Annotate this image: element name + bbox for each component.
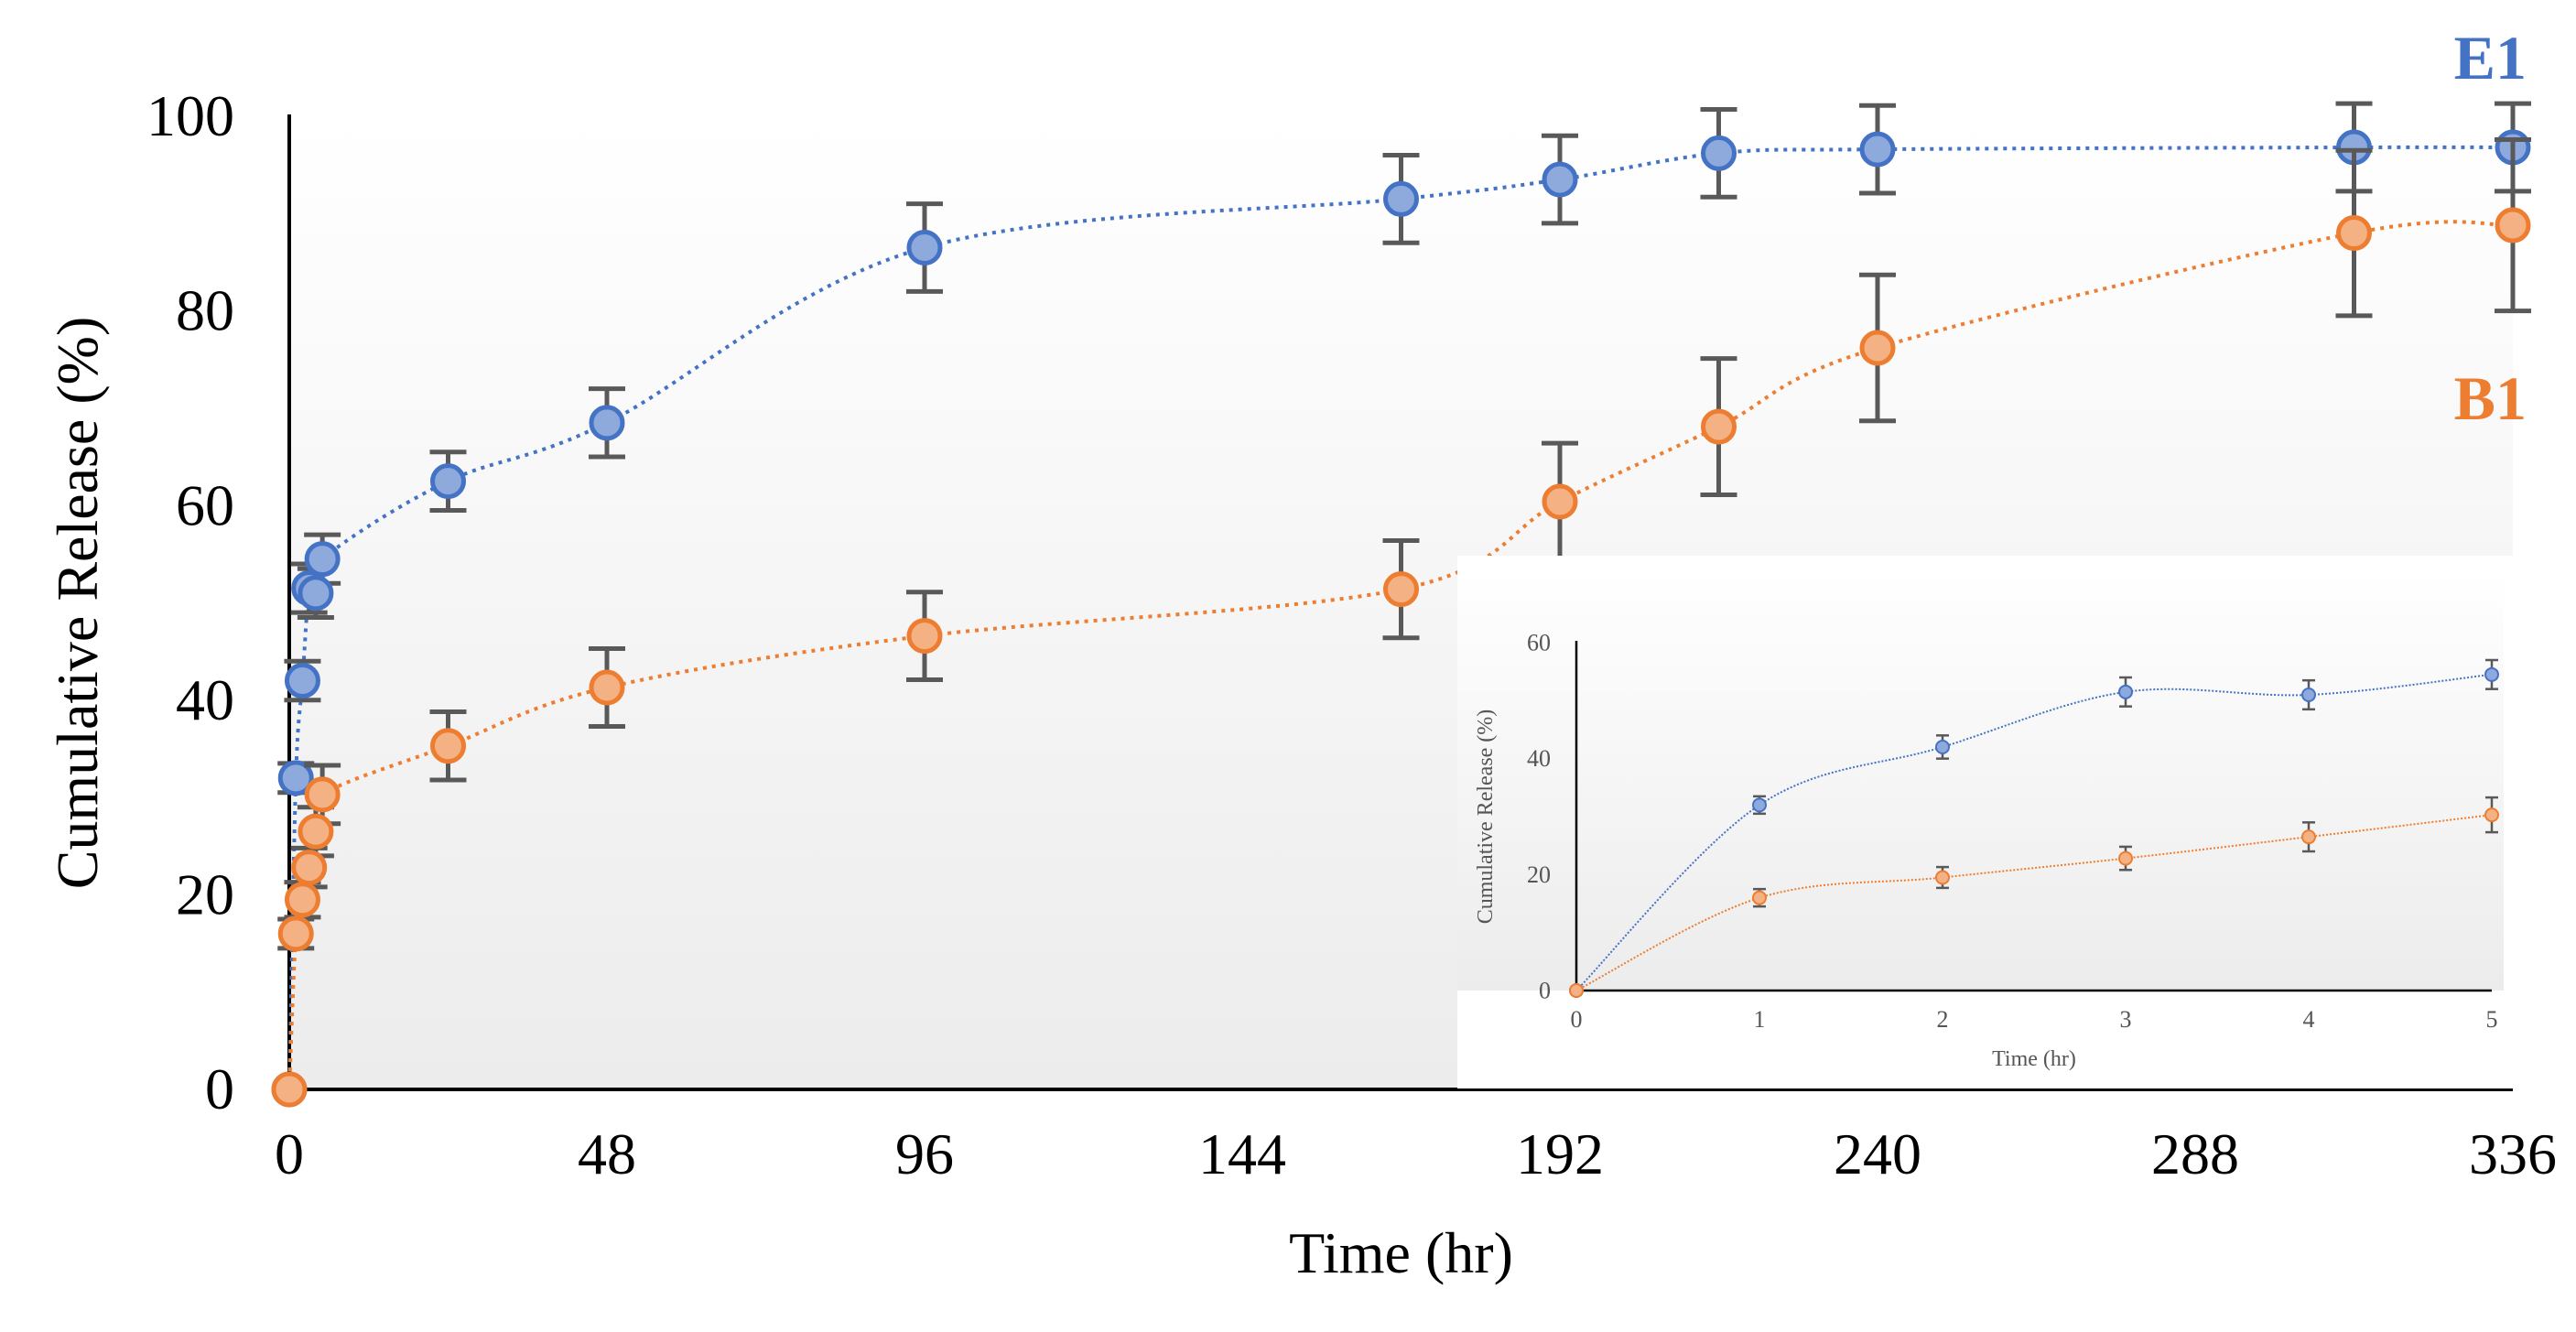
- y-tick-label: 0: [1539, 978, 1551, 1004]
- legend-label-e1: E1: [2454, 23, 2527, 92]
- data-point: [906, 618, 943, 655]
- legend-label-b1: B1: [2454, 363, 2527, 433]
- series-b1: [1569, 796, 2499, 998]
- data-point: [1569, 983, 1584, 998]
- data-point: [2118, 850, 2133, 866]
- data-point: [2484, 666, 2499, 682]
- data-point: [2495, 207, 2531, 244]
- x-tick-label: 48: [578, 1121, 636, 1186]
- series-line: [1575, 814, 2493, 991]
- series-b1: [271, 137, 2531, 1108]
- x-tick-label: 144: [1198, 1121, 1286, 1186]
- data-point: [589, 405, 625, 441]
- y-axis-title: Cumulative Release (%): [1474, 709, 1498, 925]
- data-point: [1701, 135, 1737, 171]
- x-tick-label: 4: [2303, 1006, 2315, 1033]
- data-point: [271, 1071, 308, 1108]
- x-tick-label: 288: [2151, 1121, 2239, 1186]
- data-point: [2301, 688, 2316, 702]
- series-line: [287, 145, 2514, 1090]
- x-tick-label: 3: [2120, 1006, 2132, 1033]
- data-point: [430, 728, 466, 764]
- y-tick-label: 20: [1527, 861, 1551, 888]
- x-tick-label: 0: [1571, 1006, 1583, 1033]
- data-point: [2336, 215, 2372, 252]
- data-point: [1752, 797, 1767, 813]
- data-point: [2484, 807, 2499, 823]
- y-tick-label: 100: [146, 83, 234, 148]
- data-point: [1542, 483, 1578, 520]
- y-tick-label: 0: [205, 1056, 234, 1121]
- data-point: [1701, 408, 1737, 445]
- y-tick-label: 40: [1527, 745, 1551, 772]
- x-tick-label: 96: [895, 1121, 954, 1186]
- x-tick-label: 2: [1937, 1006, 1949, 1033]
- data-point: [1752, 890, 1767, 905]
- x-tick-label: 192: [1516, 1121, 1604, 1186]
- x-axis-title: Time (hr): [1289, 1220, 1513, 1285]
- data-point: [1383, 571, 1419, 608]
- data-point: [304, 776, 341, 813]
- x-axis-title: Time (hr): [1992, 1047, 2076, 1071]
- y-tick-label: 80: [176, 278, 234, 343]
- y-tick-label: 60: [1527, 630, 1551, 656]
- data-point: [298, 813, 334, 850]
- data-point: [2301, 829, 2316, 845]
- data-point: [906, 230, 943, 266]
- x-tick-label: 5: [2486, 1006, 2498, 1033]
- inset-chart: 0 20 40 60 0 1 2 3 4 5 Time (hr) Cumulative Release…: [1457, 556, 2513, 1088]
- data-point: [277, 915, 314, 952]
- data-point: [589, 669, 625, 706]
- y-tick-label: 60: [176, 472, 234, 537]
- data-point: [1935, 740, 1950, 754]
- y-axis-title: Cumulative Release (%): [45, 317, 110, 890]
- y-tick-label: 20: [176, 862, 234, 927]
- data-point: [1383, 180, 1419, 217]
- data-point: [1859, 131, 1896, 168]
- y-tick-label: 40: [176, 667, 234, 732]
- x-tick-label: 336: [2469, 1121, 2557, 1186]
- data-point: [298, 575, 334, 612]
- data-point: [291, 850, 328, 886]
- data-point: [2118, 684, 2133, 699]
- x-tick-label: 240: [1834, 1121, 1921, 1186]
- data-point: [277, 760, 314, 796]
- data-point: [284, 663, 320, 699]
- x-tick-label: 1: [1754, 1006, 1766, 1033]
- data-point: [1542, 161, 1578, 198]
- data-point: [1859, 330, 1896, 366]
- data-point: [284, 882, 320, 918]
- plot-background: [1457, 568, 2504, 991]
- data-point: [430, 463, 466, 500]
- data-point: [1935, 870, 1950, 885]
- x-tick-label: 0: [275, 1121, 304, 1186]
- data-point: [304, 541, 341, 578]
